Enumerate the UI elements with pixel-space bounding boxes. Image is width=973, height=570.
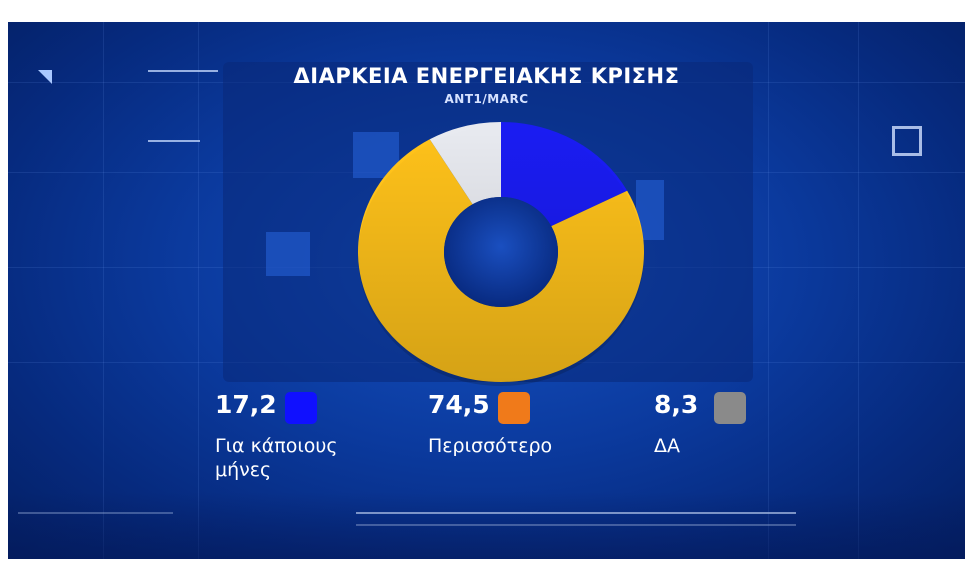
- deco-square: [266, 232, 310, 276]
- legend-swatch-gray: [714, 392, 746, 424]
- square-outline-icon: [892, 126, 922, 156]
- legend-label: ΔΑ: [654, 435, 680, 457]
- legend-item-dk: 8,3 ΔΑ: [654, 390, 774, 470]
- legend-value: 8,3: [654, 390, 699, 419]
- bottom-band: [8, 492, 965, 559]
- legend-label: Περισσότερο: [428, 435, 553, 457]
- donut-hole: [444, 197, 558, 307]
- donut-chart: [358, 122, 645, 386]
- legend-label: Για κάποιους μήνες: [215, 435, 338, 481]
- legend-item-more: 74,5 Περισσότερο: [428, 390, 608, 470]
- deco-line: [148, 70, 218, 72]
- legend-item-months: 17,2 Για κάποιους μήνες: [215, 390, 395, 481]
- chart-title: ΔΙΑΡΚΕΙΑ ΕΝΕΡΓΕΙΑΚΗΣ ΚΡΙΣΗΣ: [293, 64, 680, 88]
- broadcast-graphic: ΔΙΑΡΚΕΙΑ ΕΝΕΡΓΕΙΑΚΗΣ ΚΡΙΣΗΣ ANT1/MARC 17…: [8, 22, 965, 559]
- legend-value: 74,5: [428, 390, 490, 419]
- deco-line: [148, 140, 200, 142]
- legend-swatch-orange: [498, 392, 530, 424]
- legend-swatch-blue: [285, 392, 317, 424]
- chart-subtitle: ANT1/MARC: [444, 92, 529, 106]
- corner-triangle-icon: [38, 70, 52, 84]
- legend-value: 17,2: [215, 390, 277, 419]
